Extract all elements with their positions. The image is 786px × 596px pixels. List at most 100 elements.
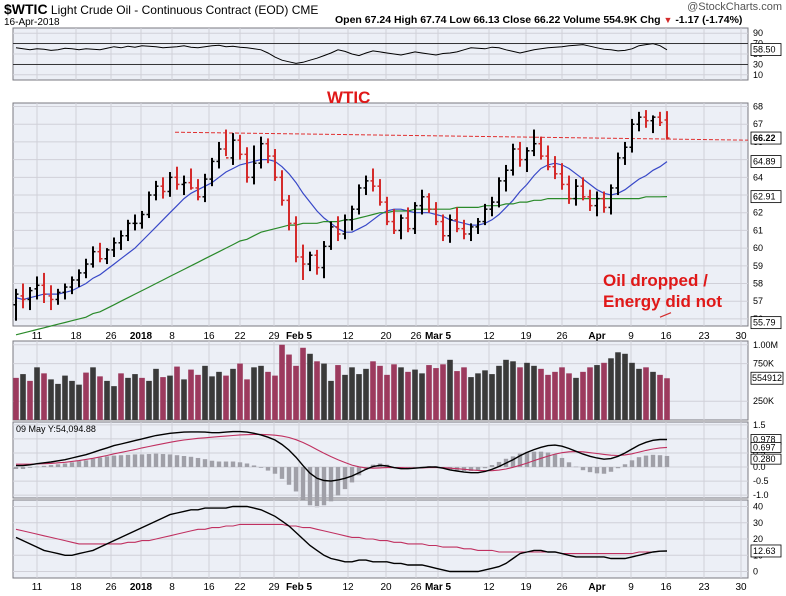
rsi-panel: 907050301058.50 <box>13 28 782 80</box>
x-tick-label-bottom: 12 <box>483 582 495 593</box>
ohlc-bar <box>251 145 257 185</box>
volume-bar <box>97 376 103 420</box>
volume-bar <box>335 365 341 420</box>
price-value-label: 64.89 <box>753 157 776 167</box>
volume-bar <box>643 367 649 420</box>
macd-histogram-bar <box>69 462 75 468</box>
volume-bar <box>216 371 222 420</box>
x-tick-label-bottom: 30 <box>735 582 747 593</box>
macd-histogram-bar <box>307 467 313 506</box>
volume-bar <box>279 344 285 420</box>
close-label: Close <box>502 14 532 26</box>
ohlc-bar <box>391 209 397 234</box>
macd-histogram-bar <box>195 457 201 468</box>
ohlc-bar <box>41 272 47 303</box>
macd-histogram-bar <box>328 467 334 502</box>
price-tick-label: 68 <box>753 102 763 112</box>
volume-bar <box>426 365 432 420</box>
macd-histogram-bar <box>209 460 215 468</box>
adx-value-box <box>750 544 782 558</box>
macd-histogram-bar <box>216 461 222 468</box>
volume-bar <box>202 365 208 420</box>
ohlc-bar <box>181 175 187 196</box>
volume-bar <box>566 373 572 420</box>
ohlc-bar <box>482 203 488 226</box>
ohlc-bar <box>272 149 278 181</box>
ohlc-bar <box>293 216 299 263</box>
ohlc-bar <box>594 191 600 217</box>
volume-bar <box>188 369 194 420</box>
ohlc-bar <box>335 216 341 242</box>
rsi-tick-label: 90 <box>753 28 763 38</box>
ohlc-bar <box>139 210 145 229</box>
open-label: Open <box>335 14 362 26</box>
macd-tick-label: 0.0 <box>753 462 766 472</box>
macd-histogram-bar <box>356 467 362 476</box>
price-tick-label: 57 <box>753 296 763 306</box>
volume-value: 554.9K <box>603 14 638 26</box>
volume-bar <box>608 358 614 420</box>
macd-histogram-bar <box>83 460 89 468</box>
macd-histogram-bar <box>650 454 656 468</box>
macd-histogram-bar <box>559 457 565 468</box>
ohlc-bar <box>230 133 236 165</box>
macd-histogram-bar <box>293 467 299 492</box>
macd-histogram-bar <box>76 461 82 468</box>
ohlc-bar <box>496 177 502 208</box>
volume-bar <box>489 374 495 420</box>
macd-histogram-bar <box>664 455 670 468</box>
macd-histogram-bar <box>188 456 194 468</box>
ohlc-bar <box>412 202 418 234</box>
volume-bar <box>433 368 439 420</box>
volume-bar <box>258 365 264 420</box>
volume-bar <box>594 365 600 420</box>
macd-histogram-bar <box>251 465 257 468</box>
ohlc-bar <box>377 179 383 206</box>
macd-tick-label: -1.0 <box>753 490 769 500</box>
ohlc-bar <box>489 196 495 217</box>
ohlc-bar <box>258 136 264 169</box>
volume-bar <box>13 377 19 420</box>
volume-bar <box>545 374 551 420</box>
volume-bar <box>300 347 306 420</box>
x-tick-label-bottom: 16 <box>203 582 215 593</box>
ohlc-bar <box>524 147 530 173</box>
volume-bar <box>636 368 642 420</box>
macd-readout: 09 May Y:54,094.88 <box>16 424 96 434</box>
chart-date: 16-Apr-2018 <box>4 17 60 28</box>
chg-label: Chg <box>640 14 661 26</box>
macd-histogram-bar <box>419 466 425 468</box>
x-tick-label: 18 <box>70 331 82 342</box>
volume-bar <box>244 379 250 420</box>
volume-bar <box>167 375 173 420</box>
ohlc-bar <box>97 242 103 263</box>
adx-tick-label: 20 <box>753 534 763 544</box>
ohlc-bar <box>629 118 635 153</box>
macd-histogram-bar <box>314 467 320 508</box>
macd-histogram-bar <box>244 463 250 468</box>
macd-histogram-bar <box>321 467 327 506</box>
volume-bar <box>195 374 201 420</box>
x-tick-label: 26 <box>410 331 422 342</box>
x-tick-label-bottom: Feb 5 <box>286 582 313 593</box>
x-tick-label: 26 <box>556 331 568 342</box>
ohlc-bar <box>552 156 558 180</box>
x-tick-label: Mar 5 <box>425 331 452 342</box>
volume-bar <box>468 377 474 420</box>
ohlc-bar <box>531 129 537 157</box>
volume-bar <box>132 374 138 420</box>
volume-bar <box>552 371 558 420</box>
ohlc-bar <box>615 152 621 196</box>
rsi-line <box>15 43 668 64</box>
volume-bar <box>342 374 348 420</box>
macd-histogram-bar <box>468 467 474 471</box>
macd-histogram-bar <box>657 455 663 468</box>
volume-bar <box>83 372 89 420</box>
volume-bar <box>531 365 537 420</box>
x-tick-label: 22 <box>234 331 246 342</box>
ohlc-bar <box>286 195 292 231</box>
ohlc-bar <box>363 175 369 196</box>
ma-long-line <box>15 196 668 336</box>
ohlc-bar <box>503 164 509 192</box>
